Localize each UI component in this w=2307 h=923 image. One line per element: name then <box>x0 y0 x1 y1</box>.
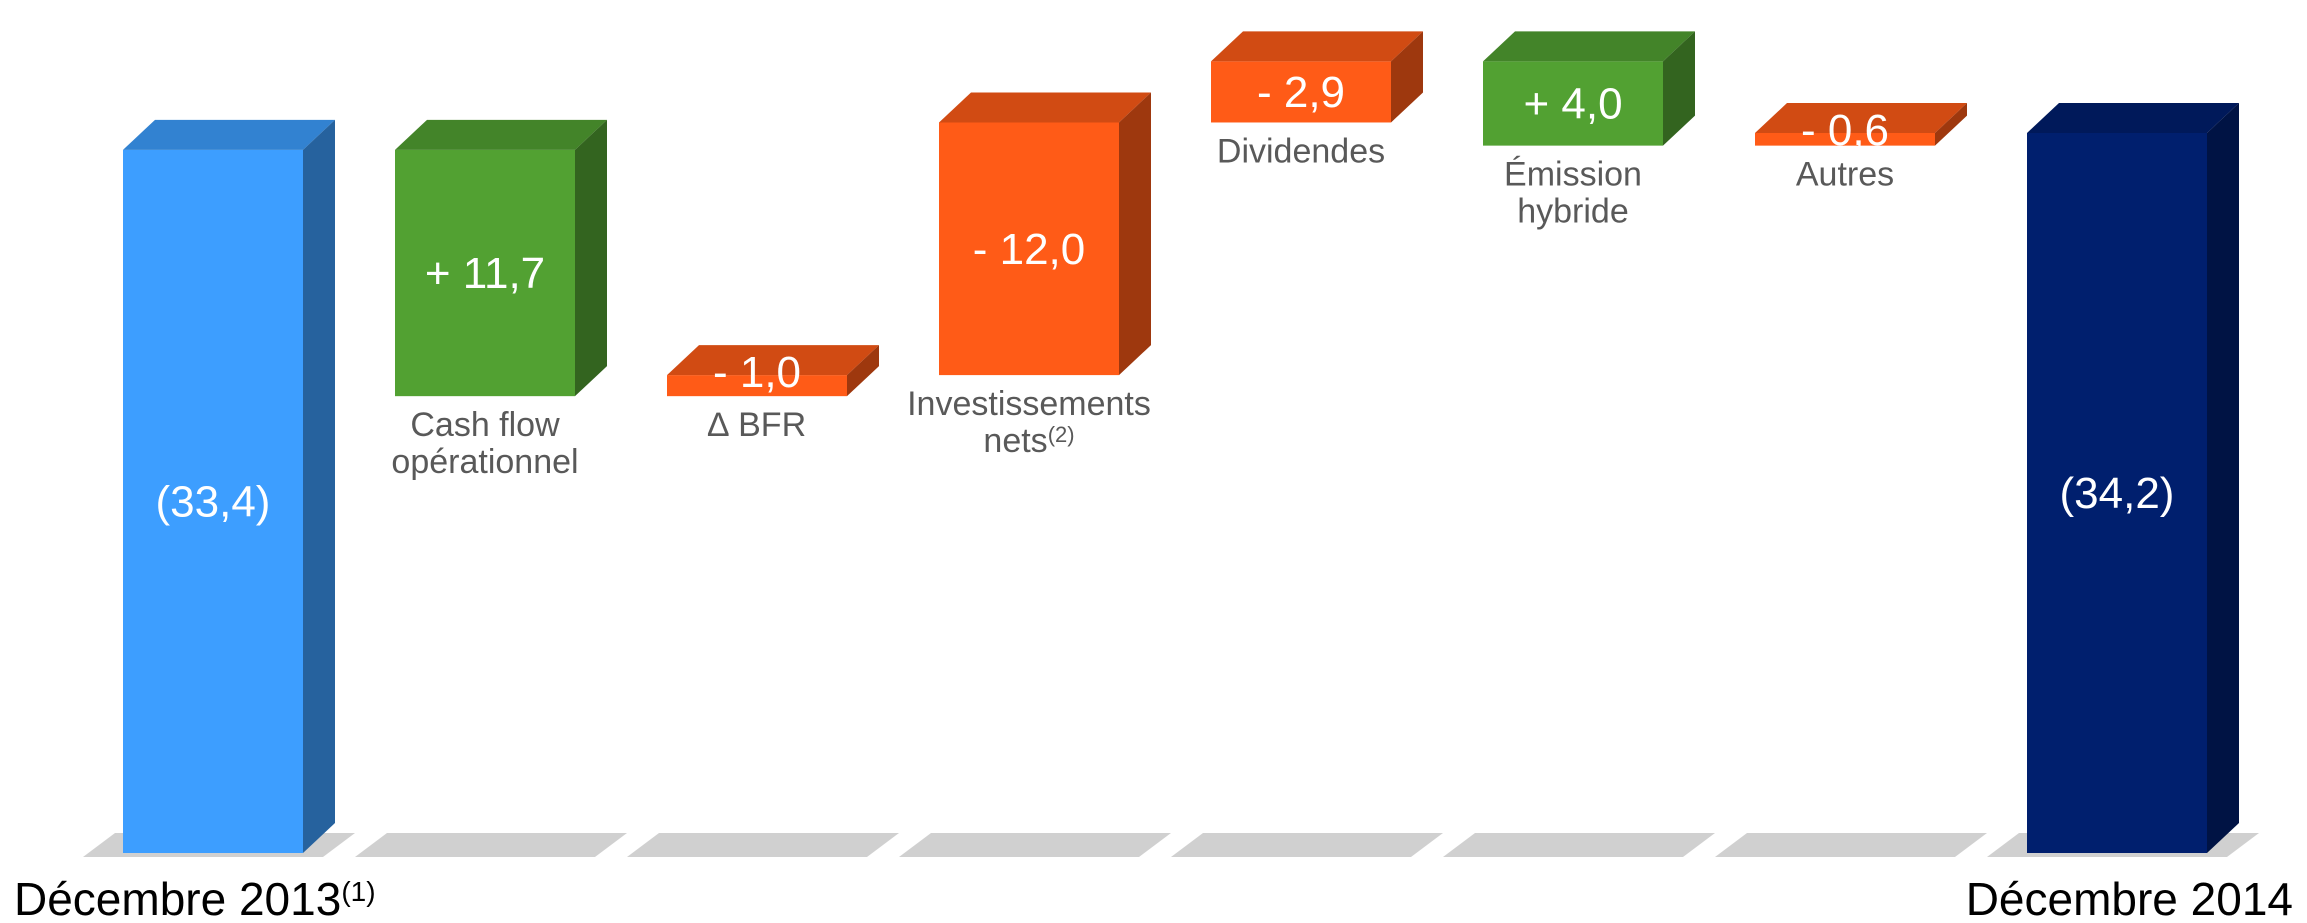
bar-front-end <box>2027 133 2207 853</box>
bar-top-end <box>2027 103 2239 133</box>
bar-front-start <box>123 149 303 853</box>
value-label-autres: - 0,6 <box>1801 106 1889 155</box>
bar-front-hybrid <box>1483 61 1663 146</box>
floor-tile-invest <box>899 833 1171 857</box>
category-label-start: Décembre 2013(1) <box>14 873 376 923</box>
bar-end <box>2027 103 2239 853</box>
bar-start <box>123 119 335 853</box>
bar-side-bfr <box>847 345 879 397</box>
value-label-invest: - 12,0 <box>973 225 1086 274</box>
category-label-invest-0: Investissements <box>907 385 1151 423</box>
bar-top-start <box>123 119 335 150</box>
value-label-end: (34,2) <box>2060 469 2175 518</box>
bar-side-invest <box>1119 92 1151 376</box>
floor-tile-autres <box>1715 833 1987 857</box>
bar-top-cash <box>395 119 607 150</box>
bar-bfr <box>667 345 879 397</box>
category-label-cash-0: Cash flow <box>410 406 560 444</box>
bar-top-hybrid <box>1483 31 1695 62</box>
value-label-div: - 2,9 <box>1257 68 1345 117</box>
bar-side-div <box>1391 31 1423 123</box>
floor-tile-cash <box>355 833 627 857</box>
bars <box>123 31 2239 853</box>
floor-tile-bfr <box>627 833 899 857</box>
category-label-autres-0: Autres <box>1796 156 1894 194</box>
bar-front-div <box>1211 61 1391 123</box>
bar-side-end <box>2207 103 2239 853</box>
bar-top-invest <box>939 92 1151 123</box>
value-label-start: (33,4) <box>156 477 271 526</box>
bar-top-div <box>1211 31 1423 62</box>
value-label-cash: + 11,7 <box>425 249 545 298</box>
floor-shadows <box>83 833 2259 857</box>
floor-tile-div <box>1171 833 1443 857</box>
bar-cash <box>395 119 607 397</box>
bar-front-autres <box>1755 133 1935 146</box>
floor-tile-hybrid <box>1443 833 1715 857</box>
bar-side-start <box>303 119 335 853</box>
category-label-bfr-0: ∆ BFR <box>708 406 806 444</box>
value-label-bfr: - 1,0 <box>713 348 801 397</box>
bar-autres <box>1755 103 1967 146</box>
bar-side-hybrid <box>1663 31 1695 146</box>
category-label-cash-1: opérationnel <box>391 443 578 481</box>
bar-top-bfr <box>667 345 879 376</box>
labels: (33,4) Décembre 2013(1) + 11,7 Cash flowopé… <box>14 68 2293 923</box>
category-label-invest-1: nets(2) <box>983 422 1074 460</box>
bar-div <box>1211 31 1423 123</box>
value-label-hybrid: + 4,0 <box>1523 80 1622 129</box>
bar-front-cash <box>395 149 575 397</box>
bar-invest <box>939 92 1151 376</box>
bar-front-invest <box>939 122 1119 376</box>
bar-side-autres <box>1935 103 1967 146</box>
category-label-hybrid-0: Émission <box>1504 156 1642 194</box>
bar-side-cash <box>575 119 607 397</box>
bar-top-autres <box>1755 103 1967 133</box>
bar-hybrid <box>1483 31 1695 146</box>
bar-front-bfr <box>667 375 847 397</box>
category-label-end: Décembre 2014 <box>1966 873 2293 923</box>
category-label-hybrid-1: hybride <box>1517 193 1629 231</box>
category-label-div-0: Dividendes <box>1217 132 1385 170</box>
